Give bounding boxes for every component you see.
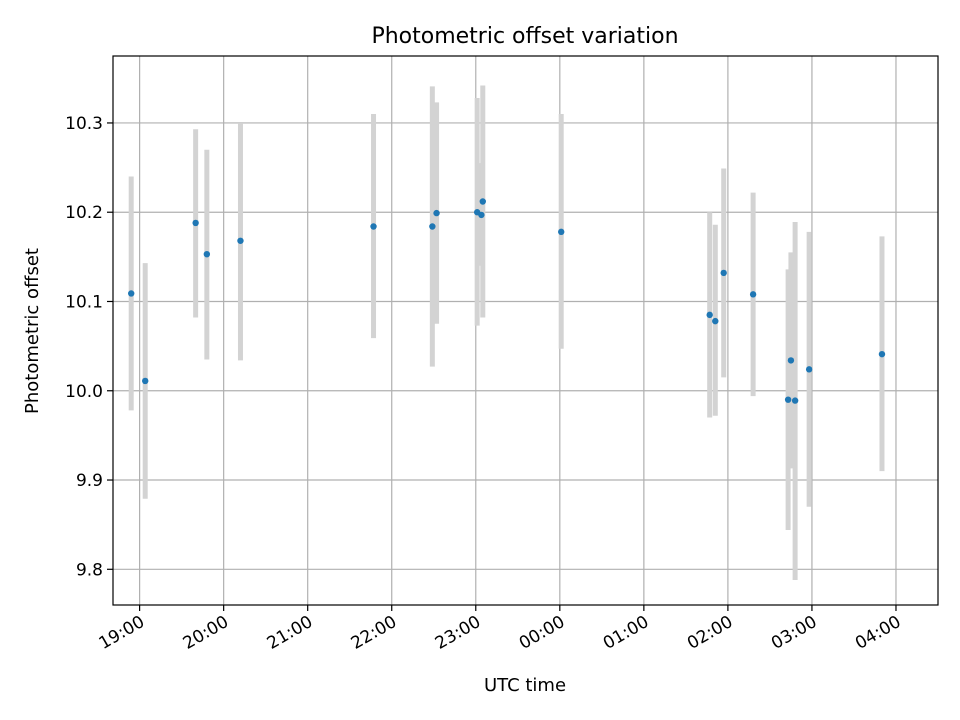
x-axis-label: UTC time (484, 675, 566, 696)
y-tick-label: 10.3 (65, 114, 103, 134)
data-point (749, 291, 757, 298)
data-point (791, 397, 799, 404)
data-point (712, 317, 719, 325)
grid (113, 56, 938, 605)
y-tick-label: 9.8 (76, 560, 103, 580)
data-point (433, 209, 440, 217)
data-point (784, 396, 792, 403)
data-point (787, 357, 795, 364)
data-point (479, 198, 486, 205)
data-point (203, 250, 211, 258)
data-point (558, 228, 565, 236)
y-axis-ticks: 9.8 9.9 10.0 10.1 10.2 10.3 (65, 114, 113, 580)
data-point (142, 377, 149, 385)
data-point (370, 223, 377, 230)
data-point (805, 366, 813, 373)
data-point (878, 350, 886, 358)
chart-title: Photometric offset variation (371, 24, 678, 49)
data-point (192, 219, 199, 227)
data-point (128, 290, 135, 297)
data-points (128, 198, 886, 404)
y-tick-label: 10.0 (65, 382, 103, 402)
y-tick-label: 10.1 (65, 292, 103, 312)
data-point (237, 237, 244, 244)
data-point (720, 269, 727, 277)
data-point (429, 223, 436, 230)
y-axis-label: Photometric offset (22, 248, 43, 414)
y-tick-label: 10.2 (65, 203, 103, 223)
data-point (706, 311, 713, 319)
axes-frame (112, 55, 939, 606)
y-tick-label: 9.9 (76, 471, 103, 491)
data-point (478, 211, 485, 219)
